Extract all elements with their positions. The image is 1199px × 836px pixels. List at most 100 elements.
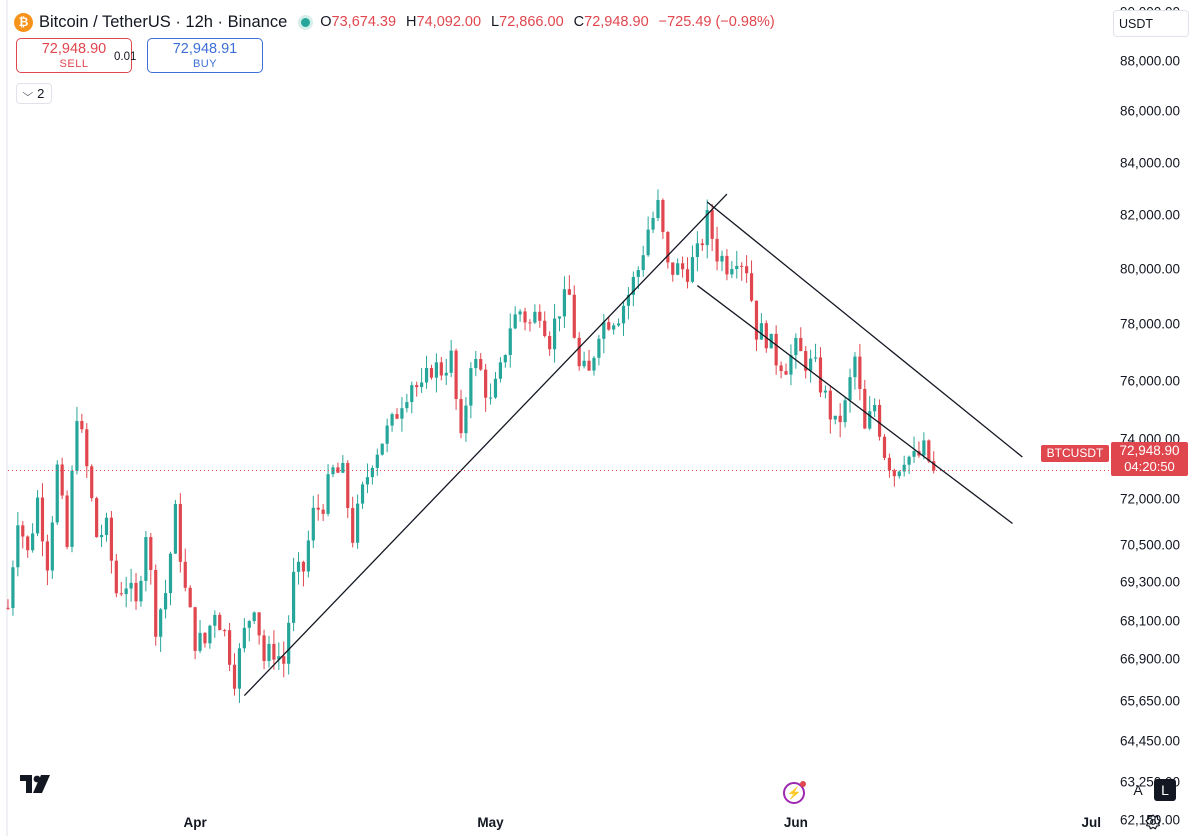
market-status-icon[interactable] (301, 17, 311, 27)
candle-body (296, 561, 301, 572)
candle-body (341, 462, 345, 473)
candle-body (449, 350, 453, 373)
candle-body (784, 371, 788, 375)
candle-body (518, 311, 522, 315)
candle-body (873, 404, 877, 412)
candle-body (636, 270, 640, 277)
candle-body (616, 323, 621, 326)
candle-body (592, 357, 596, 371)
candle-body (567, 289, 571, 295)
candle-body (538, 311, 542, 321)
candle-body (641, 255, 645, 271)
candle-body (587, 360, 591, 371)
candle-body (498, 362, 503, 379)
candle-body (745, 266, 749, 274)
candle-body (287, 622, 291, 664)
indicators-collapse-button[interactable]: ⌵ 2 (16, 83, 52, 104)
candle-body (887, 457, 892, 471)
candle-body (690, 257, 695, 282)
candle-body (488, 397, 493, 399)
candle-body (75, 421, 79, 471)
trendlines-layer (243, 193, 1023, 697)
price-axis-label: 64,450.00 (1120, 733, 1181, 749)
candle-body (242, 627, 246, 649)
candle-body (493, 378, 498, 398)
trend-line[interactable] (706, 201, 1023, 458)
ohlc-close: C72,948.90 (573, 14, 649, 30)
candle-body (902, 464, 906, 472)
trend-line[interactable] (243, 193, 728, 697)
candle-body (424, 367, 429, 383)
candle-body (40, 497, 45, 542)
candle-body (715, 238, 719, 262)
candle-body (262, 635, 266, 661)
sell-button[interactable]: 72,948.90 SELL (16, 38, 132, 73)
indicators-count: 2 (37, 86, 45, 101)
price-axis-label: 84,000.00 (1120, 155, 1181, 171)
candle-body (533, 311, 537, 323)
candle-body (326, 474, 330, 514)
candle-body (612, 325, 616, 330)
tradingview-logo-icon[interactable] (20, 775, 53, 793)
candle-body (227, 630, 232, 665)
currency-select[interactable]: USDT (1113, 10, 1189, 37)
candle-body (223, 630, 227, 632)
candle-body (385, 425, 389, 444)
candle-body (410, 385, 414, 403)
price-axis-label: 62,150.00 (1120, 812, 1181, 828)
candle-body (159, 609, 163, 637)
candle-body (710, 209, 714, 239)
candle-body (6, 607, 10, 609)
candle-body (139, 580, 143, 602)
candle-body (779, 365, 783, 372)
lightning-icon[interactable]: ⚡ (783, 781, 806, 804)
candle-body (444, 372, 448, 376)
candle-body (60, 464, 64, 496)
candle-body (104, 517, 109, 535)
candle-body (360, 484, 365, 504)
candle-body (671, 262, 675, 275)
candle-body (301, 561, 306, 572)
candle-body (237, 648, 242, 689)
symbol-title[interactable]: Bitcoin / TetherUS · 12h · Binance (39, 12, 288, 31)
candle-body (114, 560, 118, 594)
candle-body (651, 218, 655, 230)
candle-body (685, 269, 690, 282)
candle-body (794, 337, 798, 356)
candle-body (764, 323, 768, 349)
candle-body (65, 495, 69, 547)
candle-body (218, 614, 222, 631)
price-axis-label: 68,100.00 (1120, 613, 1181, 629)
price-axis-label: 69,300.00 (1120, 574, 1181, 590)
candle-body (85, 429, 89, 467)
candle-body (232, 664, 237, 689)
buy-button[interactable]: 72,948.91 BUY (147, 38, 263, 73)
candle-body (380, 443, 384, 455)
candle-body (853, 356, 857, 378)
candle-body (321, 509, 325, 514)
candle-body (35, 497, 40, 534)
candle-body (439, 362, 443, 376)
candle-body (90, 466, 94, 499)
candle-body (799, 337, 803, 352)
price-axis-label: 72,000.00 (1120, 491, 1181, 507)
candle-body (868, 411, 872, 429)
candle-body (838, 415, 842, 423)
auto-scale-button[interactable]: A (1133, 782, 1143, 798)
candle-body (173, 503, 178, 554)
candle-body (183, 561, 187, 588)
trend-line[interactable] (696, 285, 1013, 524)
candle-body (513, 314, 517, 329)
candle-body (31, 533, 35, 551)
gear-icon[interactable] (1145, 814, 1161, 830)
price-axis-label: 76,000.00 (1120, 373, 1181, 389)
log-scale-button[interactable]: L (1154, 779, 1176, 801)
candle-body (351, 508, 355, 543)
buy-price: 72,948.91 (172, 41, 238, 57)
candle-body (405, 402, 409, 409)
candle-body (548, 336, 552, 350)
candle-body (129, 582, 133, 589)
candle-body (16, 525, 20, 568)
candle-body (503, 355, 507, 363)
